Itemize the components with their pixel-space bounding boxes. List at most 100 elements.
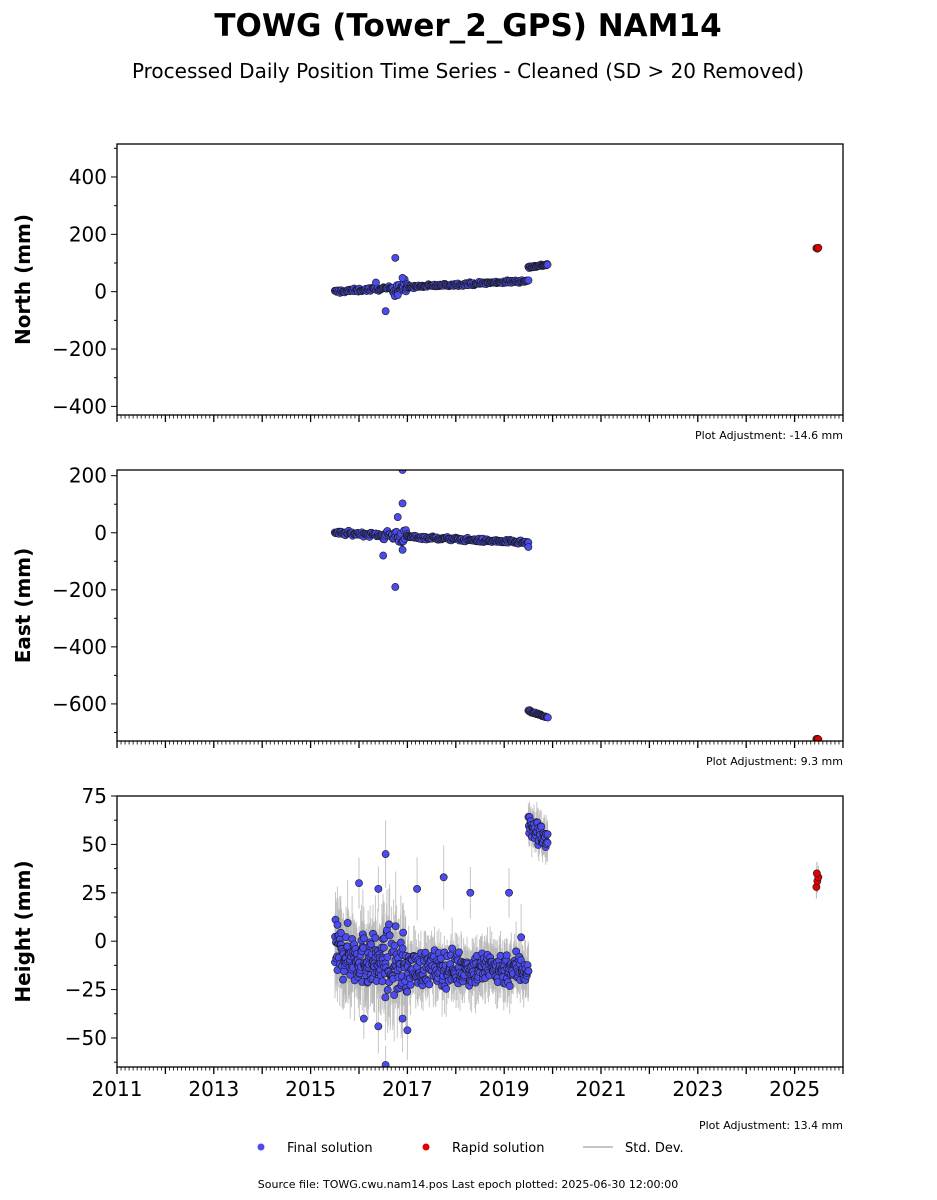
y-tick-label: −400 — [52, 635, 107, 659]
y-tick-label: 200 — [69, 464, 107, 488]
final-point — [381, 307, 390, 316]
final-point — [505, 888, 513, 897]
final-point — [383, 953, 392, 962]
panel-2: 200 0 −200 −400 −600 East (mm) Plot Adjustment… — [11, 464, 844, 768]
final-point — [543, 260, 552, 269]
final-point — [391, 583, 400, 591]
plot-area — [330, 243, 823, 316]
y-tick-label: −400 — [52, 394, 107, 418]
x-tick-label: 2019 — [479, 1077, 530, 1101]
y-tick-label: 0 — [94, 521, 107, 545]
final-point — [403, 987, 412, 996]
final-point — [336, 928, 345, 937]
final-point — [543, 713, 552, 722]
final-point — [379, 943, 388, 952]
panel-1: 400 200 0 −200 −400 North (mm) Plot Adjustment… — [11, 143, 844, 442]
chart-subtitle: Processed Daily Position Time Series - C… — [132, 59, 804, 83]
final-point — [393, 291, 402, 300]
final-point — [398, 470, 407, 474]
final-point — [383, 986, 392, 994]
y-tick-label: 200 — [69, 222, 107, 246]
legend-final-label: Final solution — [287, 1141, 373, 1156]
y-tick-label: −200 — [52, 337, 107, 361]
final-point — [374, 885, 383, 893]
final-point — [374, 1022, 383, 1031]
y-tick-label: −200 — [52, 578, 107, 602]
final-point — [399, 928, 408, 937]
legend-rapid-label: Rapid solution — [452, 1141, 544, 1156]
y-tick-label: 50 — [82, 832, 107, 856]
final-point — [398, 499, 407, 508]
legend-rapid-marker — [422, 1143, 430, 1151]
final-point — [359, 1014, 368, 1023]
final-point — [466, 888, 475, 897]
final-point — [339, 975, 347, 984]
y-axis-label: Height (mm) — [11, 860, 35, 1002]
x-tick-label: 2011 — [92, 1077, 143, 1101]
final-point — [385, 920, 393, 929]
x-tick-label: 2025 — [769, 1077, 820, 1101]
final-point — [390, 991, 399, 999]
x-tick-label: 2017 — [382, 1077, 433, 1101]
final-point — [543, 838, 552, 847]
final-point — [359, 934, 368, 943]
panel-3: 75 50 25 0 −25 −50 2011 2013 2015 2017 2019 2021 202… — [11, 784, 844, 1132]
final-point — [398, 274, 407, 282]
final-point — [372, 278, 380, 287]
y-tick-label: 400 — [69, 165, 107, 189]
y-tick-label: 75 — [82, 784, 107, 808]
chart-title: TOWG (Tower_2_GPS) NAM14 — [214, 8, 721, 44]
final-point — [379, 551, 388, 560]
final-point — [524, 967, 533, 975]
final-point — [455, 948, 463, 957]
x-tick-label: 2015 — [285, 1077, 336, 1101]
final-point — [398, 944, 407, 953]
legend: Final solution Rapid solution Std. Dev. — [257, 1141, 684, 1156]
y-axis-label: East (mm) — [11, 548, 35, 664]
panel-frame — [116, 795, 844, 1068]
y-tick-label: −50 — [65, 1026, 107, 1050]
final-point — [425, 980, 434, 989]
y-tick-label: 25 — [82, 881, 107, 905]
final-point — [403, 1026, 412, 1035]
final-point — [448, 944, 457, 953]
y-tick-label: −600 — [52, 692, 107, 716]
panel-frame — [116, 469, 844, 742]
plot-area — [331, 801, 823, 1067]
final-point — [413, 885, 421, 893]
final-point — [390, 941, 399, 950]
final-point — [381, 850, 390, 858]
legend-final-marker — [257, 1143, 265, 1151]
x-tick-label: 2023 — [672, 1077, 723, 1101]
final-point — [355, 879, 363, 888]
final-point — [381, 1061, 390, 1067]
panels-group: 400 200 0 −200 −400 North (mm) Plot Adjustment… — [11, 143, 844, 1132]
plot-area — [330, 470, 823, 741]
final-point — [406, 980, 415, 989]
final-point — [442, 984, 451, 993]
final-point — [385, 931, 394, 940]
plot-adjustment-note: Plot Adjustment: 9.3 mm — [706, 755, 843, 768]
final-point — [543, 830, 552, 839]
plot-adjustment-note: Plot Adjustment: -14.6 mm — [695, 429, 843, 442]
final-point — [391, 922, 400, 931]
final-point — [524, 543, 533, 551]
x-tick-label: 2021 — [576, 1077, 627, 1101]
final-point — [505, 982, 514, 990]
y-tick-label: −25 — [65, 978, 107, 1002]
y-tick-label: 0 — [94, 280, 107, 304]
final-point — [378, 977, 387, 986]
final-point — [502, 951, 511, 960]
final-point — [524, 276, 533, 285]
final-point — [371, 933, 380, 942]
rapid-point — [814, 735, 823, 741]
y-axis-label: North (mm) — [11, 214, 35, 345]
final-point — [381, 993, 390, 1002]
source-line: Source file: TOWG.cwu.nam14.pos Last epo… — [258, 1178, 678, 1191]
rapid-point — [814, 243, 823, 252]
rapid-point — [812, 869, 821, 878]
final-point — [343, 919, 352, 927]
final-point — [398, 545, 407, 554]
final-point — [333, 920, 342, 929]
